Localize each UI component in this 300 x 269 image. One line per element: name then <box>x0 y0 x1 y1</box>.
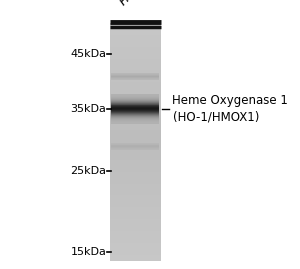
Bar <box>111 144 159 145</box>
Bar <box>111 105 159 106</box>
Bar <box>110 106 160 112</box>
Bar <box>110 196 160 201</box>
Bar <box>110 88 160 94</box>
Bar <box>110 166 160 172</box>
Text: HeLa: HeLa <box>117 0 148 8</box>
Bar <box>110 23 160 29</box>
Bar <box>111 120 159 121</box>
Bar <box>110 53 160 59</box>
Bar <box>111 122 159 123</box>
Bar <box>110 41 160 47</box>
Bar <box>111 146 159 147</box>
Bar <box>111 143 159 144</box>
Bar <box>110 47 160 53</box>
Bar <box>110 70 160 76</box>
Bar <box>111 121 159 122</box>
Bar <box>110 124 160 130</box>
Bar <box>111 118 159 119</box>
Bar <box>110 160 160 166</box>
Bar <box>110 100 160 106</box>
Bar <box>110 201 160 207</box>
Bar <box>110 142 160 148</box>
Bar <box>110 148 160 154</box>
Bar <box>110 178 160 183</box>
Bar <box>111 117 159 118</box>
Text: 35kDa: 35kDa <box>70 104 106 114</box>
Text: 15kDa: 15kDa <box>70 246 106 257</box>
Bar <box>111 108 159 109</box>
Bar <box>111 113 159 114</box>
Bar <box>111 101 159 102</box>
Bar <box>110 154 160 160</box>
Bar <box>110 130 160 136</box>
Bar <box>110 237 160 243</box>
Bar <box>110 82 160 88</box>
Bar <box>110 183 160 189</box>
Bar <box>110 76 160 82</box>
Bar <box>111 145 159 146</box>
Bar <box>111 73 159 74</box>
Bar <box>111 79 159 80</box>
Text: 25kDa: 25kDa <box>70 166 106 176</box>
Bar <box>111 115 159 116</box>
Bar <box>111 76 159 77</box>
Bar <box>111 111 159 112</box>
Bar <box>111 102 159 103</box>
Bar <box>111 106 159 107</box>
Bar <box>111 74 159 75</box>
Bar <box>111 103 159 104</box>
Bar <box>111 112 159 113</box>
Bar <box>110 59 160 65</box>
Bar <box>111 116 159 117</box>
Bar <box>111 96 159 97</box>
Bar <box>111 94 159 95</box>
Bar <box>110 65 160 70</box>
Bar <box>111 149 159 150</box>
Bar <box>111 104 159 105</box>
Bar <box>110 35 160 41</box>
Bar <box>110 172 160 178</box>
Bar <box>111 99 159 100</box>
Bar <box>111 78 159 79</box>
Bar <box>111 148 159 149</box>
Bar <box>110 136 160 142</box>
Bar <box>111 123 159 124</box>
Bar <box>111 147 159 148</box>
Bar <box>110 94 160 100</box>
Bar <box>111 77 159 78</box>
Bar <box>110 213 160 219</box>
Bar <box>110 249 160 255</box>
Bar <box>111 95 159 96</box>
Bar <box>111 119 159 120</box>
Text: Heme Oxygenase 1
(HO-1/HMOX1): Heme Oxygenase 1 (HO-1/HMOX1) <box>172 94 288 124</box>
Bar <box>110 231 160 237</box>
Text: 45kDa: 45kDa <box>70 49 106 59</box>
Bar <box>111 109 159 110</box>
Bar <box>111 98 159 99</box>
Bar <box>111 75 159 76</box>
Bar <box>110 23 160 261</box>
Bar <box>111 97 159 98</box>
Bar <box>110 189 160 196</box>
Bar <box>110 219 160 225</box>
Bar <box>111 107 159 108</box>
Bar <box>111 100 159 101</box>
Bar <box>110 29 160 35</box>
Bar <box>110 118 160 124</box>
Bar <box>110 207 160 213</box>
Bar <box>110 225 160 231</box>
Bar <box>110 243 160 249</box>
Bar <box>110 255 160 261</box>
Bar <box>110 112 160 118</box>
Bar <box>111 114 159 115</box>
Bar <box>111 110 159 111</box>
